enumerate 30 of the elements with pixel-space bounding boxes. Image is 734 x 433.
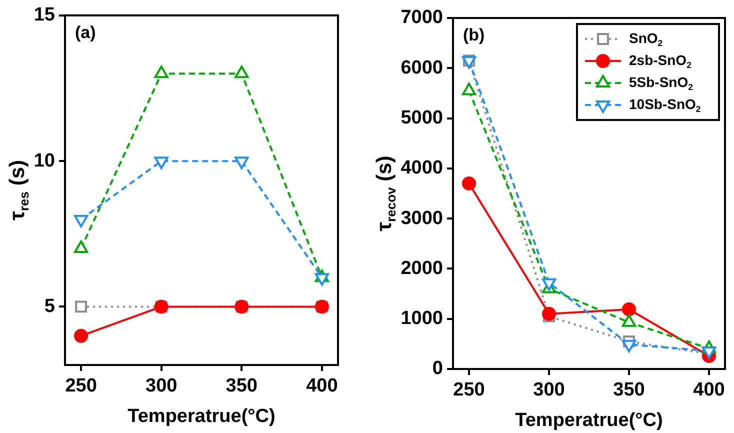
x-axis-title: Temperatrue(°C)	[128, 406, 276, 428]
x-axis-title: Temperatrue(°C)	[515, 410, 663, 432]
y-tick-label: 10	[34, 150, 55, 172]
y-tick-label: 1000	[400, 308, 443, 330]
annotation: (b)	[463, 26, 485, 45]
y-tick-label: 5000	[400, 108, 443, 129]
y-tick-label: 6000	[400, 57, 443, 78]
point	[75, 300, 88, 313]
y-tick-label: 2000	[400, 258, 443, 279]
y-tick-label: 7000	[400, 7, 443, 28]
y-axis-title: τres (s)	[6, 160, 32, 220]
point	[74, 328, 88, 343]
y-tick-label: 4000	[400, 158, 443, 179]
point	[74, 240, 88, 253]
x-tick-label: 250	[65, 376, 97, 397]
y-tick-label: 0	[432, 358, 443, 380]
x-tick-label: 400	[693, 380, 725, 401]
y-tick-label: 5	[44, 296, 56, 317]
x-tick-label: 300	[146, 376, 178, 397]
x-tick-label: 350	[613, 380, 645, 401]
y-axis-title: τrecov (s)	[372, 156, 398, 232]
y-tick-label: 15	[34, 4, 56, 26]
y-tick-label: 3000	[400, 208, 443, 229]
point	[154, 66, 168, 78]
x-tick-label: 350	[226, 376, 258, 397]
x-tick-label: 400	[306, 376, 338, 397]
annotation: (a)	[75, 23, 96, 42]
x-tick-label: 250	[453, 380, 485, 401]
x-tick-label: 300	[533, 380, 565, 401]
point	[234, 66, 249, 78]
